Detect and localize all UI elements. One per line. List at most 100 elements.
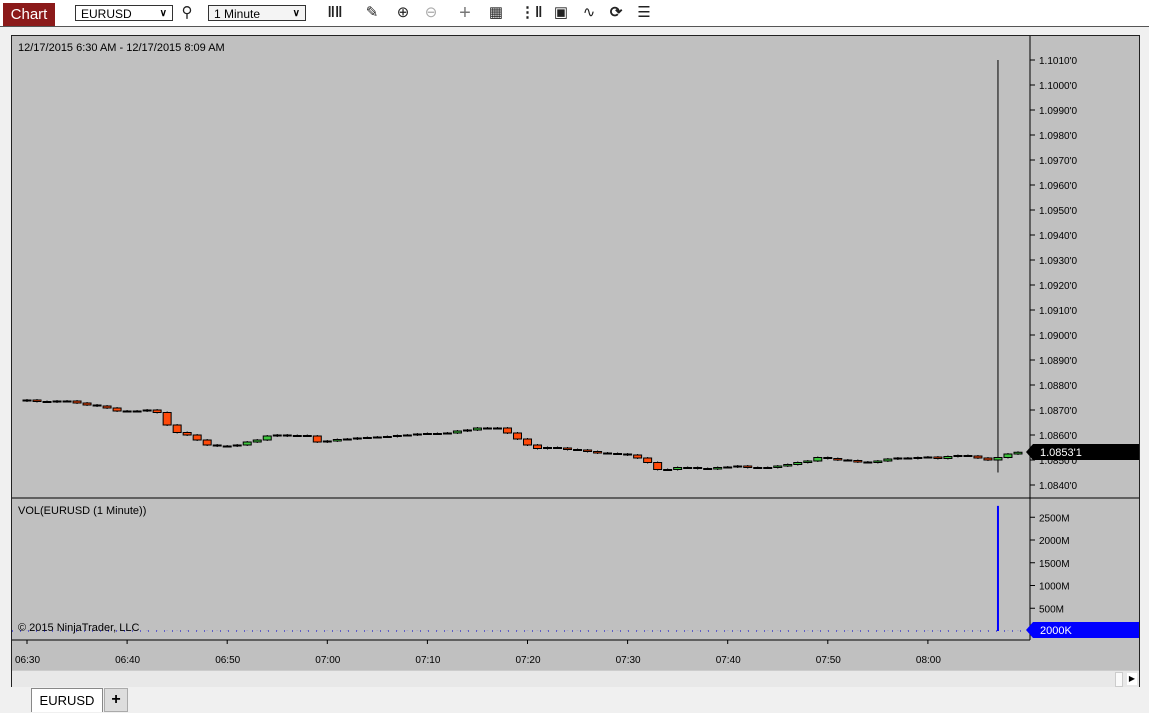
last-volume-label: 2000K: [1040, 625, 1072, 637]
candle-body: [282, 434, 292, 437]
candle-body: [402, 434, 412, 437]
candle-body: [252, 439, 262, 443]
candle-body: [322, 440, 332, 443]
zoom-out-icon[interactable]: ⊖: [424, 4, 438, 21]
candle-body: [823, 457, 833, 459]
candle-body: [462, 429, 472, 432]
candle-body: [883, 458, 893, 462]
candle-body: [302, 435, 312, 437]
crosshair-icon[interactable]: +: [459, 2, 471, 24]
candle-body: [342, 438, 352, 441]
bar-type-icon[interactable]: ‖‖: [327, 4, 343, 21]
candle-body: [773, 465, 783, 468]
candle-body: [963, 455, 973, 457]
candle-body: [102, 405, 112, 409]
scrollbar-thumb[interactable]: [1115, 672, 1123, 687]
candle-body: [743, 465, 753, 468]
last-price-label: 1.0853'1: [1040, 447, 1082, 459]
candle-body: [573, 449, 583, 451]
candle-body: [653, 462, 663, 470]
pencil-icon[interactable]: ✎: [365, 4, 379, 21]
zoom-in-icon[interactable]: ⊕: [396, 4, 410, 21]
search-icon[interactable]: ⚲: [181, 4, 193, 21]
candle-body: [132, 410, 142, 413]
candle-body: [422, 433, 432, 435]
candle-body: [933, 456, 943, 459]
candle-body: [663, 469, 673, 471]
price-tick-label: 1.0850'0: [1039, 456, 1077, 467]
candle-body: [783, 464, 793, 467]
horizontal-scrollbar[interactable]: ▶: [12, 670, 1139, 687]
candle-body: [202, 439, 212, 446]
candle-body: [22, 399, 32, 402]
candle-body: [242, 441, 252, 446]
candle-body: [332, 439, 342, 442]
candle-body: [863, 461, 873, 464]
candle-body: [913, 457, 923, 459]
candle-body: [793, 462, 803, 465]
candle-body: [362, 437, 372, 439]
last-volume-marker: 2000K: [1026, 622, 1139, 638]
candle-body: [803, 460, 813, 463]
candle-body: [382, 436, 392, 438]
time-tick-label: 06:40: [115, 655, 140, 666]
candle-body: [583, 449, 593, 452]
candle-body: [593, 451, 603, 454]
candle-body: [222, 445, 232, 448]
chart-canvas[interactable]: 12/17/2015 6:30 AM - 12/17/2015 8:09 AM …: [12, 36, 1139, 686]
candle-body: [162, 412, 172, 426]
time-tick-label: 08:00: [916, 655, 941, 666]
candle-body: [1003, 453, 1013, 458]
candle-body: [152, 409, 162, 413]
data-box-icon[interactable]: ▦: [488, 4, 504, 21]
candle-body: [62, 400, 72, 403]
tab-eurusd[interactable]: EURUSD: [31, 688, 103, 712]
price-tick-label: 1.0910'0: [1039, 306, 1077, 317]
candle-body: [853, 460, 863, 463]
candle-body: [92, 404, 102, 407]
candle-body: [82, 402, 92, 406]
price-tick-label: 1.0990'0: [1039, 106, 1077, 117]
price-tick-label: 1.0950'0: [1039, 206, 1077, 217]
candle-body: [492, 427, 502, 430]
reload-icon[interactable]: ⟳: [609, 4, 623, 21]
time-tick-label: 07:10: [415, 655, 440, 666]
candle-body: [983, 457, 993, 461]
price-tick-label: 1.0890'0: [1039, 356, 1077, 367]
price-tick-label: 1.0940'0: [1039, 231, 1077, 242]
candle-body: [633, 454, 643, 459]
price-tick-label: 1.0840'0: [1039, 481, 1077, 492]
strategies-icon[interactable]: ∿: [582, 4, 596, 21]
price-tick-label: 1.0920'0: [1039, 281, 1077, 292]
candle-body: [442, 432, 452, 435]
candle-body: [763, 467, 773, 469]
columns-icon[interactable]: ⋮‖: [520, 4, 543, 21]
chart-menu-button[interactable]: Chart: [3, 3, 55, 26]
candle-body: [112, 407, 122, 412]
price-tick-label: 1.0900'0: [1039, 331, 1077, 342]
candle-body: [262, 435, 272, 441]
add-tab-button[interactable]: +: [104, 688, 128, 712]
properties-icon[interactable]: ☰: [637, 4, 651, 21]
candle-body: [512, 432, 522, 440]
candle-body: [563, 447, 573, 450]
interval-select[interactable]: 1 Minute ∨: [208, 5, 306, 21]
candle-body: [372, 436, 382, 439]
candle-body: [673, 467, 683, 470]
scroll-right-arrow-icon[interactable]: ▶: [1127, 673, 1137, 685]
candle-body: [693, 467, 703, 469]
volume-tick-label: 2500M: [1039, 513, 1070, 524]
candle-body: [843, 459, 853, 462]
instrument-select[interactable]: EURUSD ∨: [75, 5, 173, 21]
time-tick-label: 07:50: [816, 655, 841, 666]
candle-body: [623, 453, 633, 456]
indicators-icon[interactable]: ▣: [553, 4, 569, 21]
candle-body: [482, 427, 492, 430]
chevron-down-icon: ∨: [292, 8, 300, 19]
candle-body: [833, 458, 843, 461]
candle-body: [32, 399, 42, 402]
candle-body: [432, 433, 442, 435]
candle-body: [903, 457, 913, 460]
candle-body: [182, 432, 192, 436]
time-tick-label: 07:00: [315, 655, 340, 666]
